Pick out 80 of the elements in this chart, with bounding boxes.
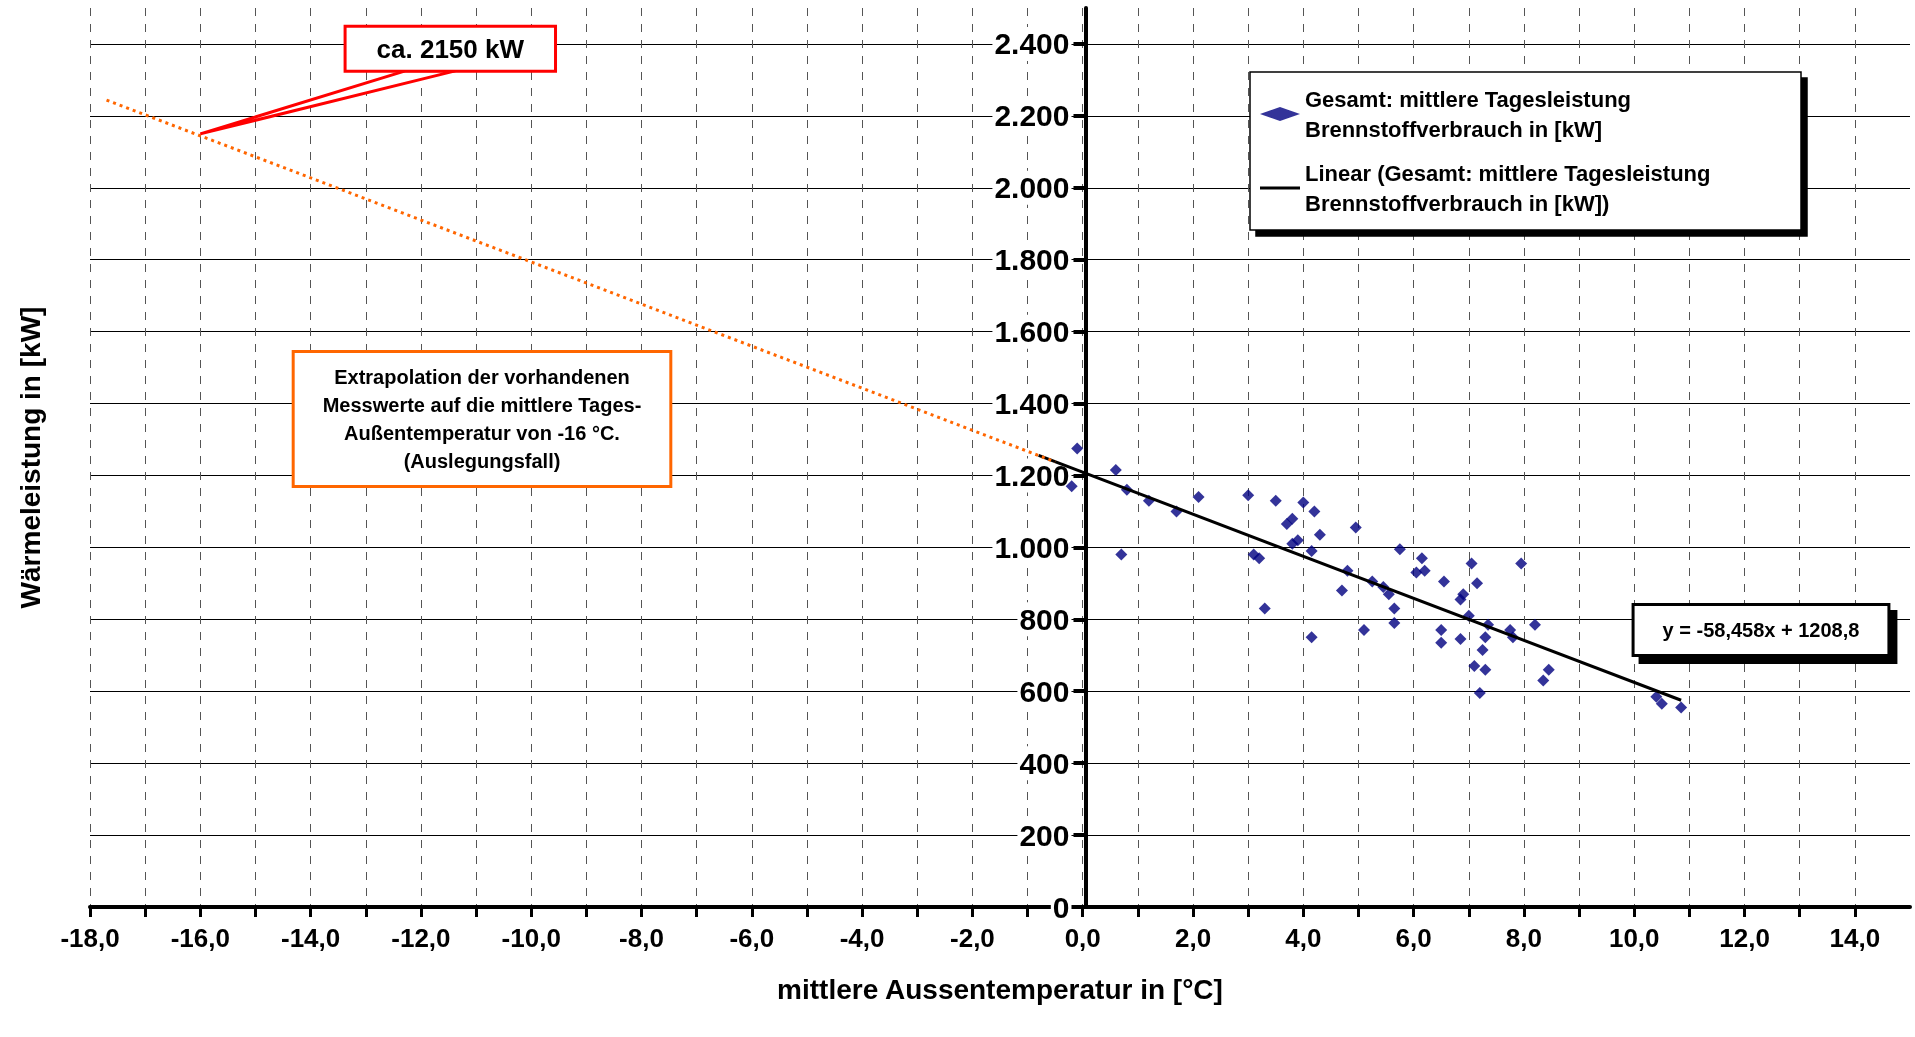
point (1415, 552, 1428, 565)
point (1675, 701, 1688, 714)
annotation: Extrapolation der vorhandenen Messwerte auf die mittlere Tages- Außentemperatur von -16 °C. (Auslegungsfall) (322, 366, 642, 472)
point (1286, 512, 1299, 525)
x-tick-label: 4,0 (1285, 923, 1322, 953)
x-tick-label: -12,0 (391, 923, 451, 953)
point (1418, 564, 1431, 577)
y-tick-label: 1.000 (994, 530, 1070, 564)
y-tick-label: 600 (1019, 674, 1070, 708)
point (1115, 548, 1128, 561)
annotation: ca. 2150 kW (376, 33, 525, 64)
point (1305, 545, 1318, 557)
y-tick-label: 0 (1052, 890, 1070, 924)
legend-label: Gesamt: mittlere Tagesleistung Brennstoffverbrauch in [kW] (1305, 86, 1638, 142)
point (1515, 557, 1528, 570)
point (1437, 575, 1450, 588)
x-tick-label: -16,0 (170, 923, 230, 953)
x-axis-title: mittlere Aussentemperatur in [°C] (777, 973, 1223, 1005)
point (1542, 663, 1555, 676)
x-tick-label: -2,0 (950, 923, 995, 953)
point (1258, 602, 1271, 615)
point (1388, 602, 1401, 615)
y-tick-label: 2.400 (994, 27, 1070, 61)
point (1291, 534, 1304, 547)
point (1192, 491, 1205, 504)
x-tick-label: 14,0 (1829, 923, 1881, 953)
annotation: y = -58,458x + 1208,8 (1662, 619, 1860, 641)
point (1655, 697, 1668, 710)
point (1269, 494, 1282, 507)
point (1253, 552, 1266, 565)
y-tick-label: 800 (1019, 602, 1070, 636)
point (1435, 636, 1448, 649)
x-tick-label: -4,0 (839, 923, 885, 953)
point (1335, 584, 1348, 597)
x-tick-label: -10,0 (501, 923, 561, 953)
point (1313, 528, 1326, 541)
x-tick-label: 8,0 (1505, 923, 1543, 953)
y-tick-label: 1.800 (994, 243, 1070, 277)
point (1388, 616, 1401, 629)
x-tick-label: -18,0 (60, 923, 120, 953)
point (1358, 624, 1370, 637)
x-tick-label: -8,0 (619, 923, 664, 953)
point (1471, 577, 1484, 590)
point (1473, 687, 1486, 700)
point (1305, 631, 1318, 644)
point (1479, 663, 1492, 676)
x-tick-label: 0,0 (1064, 923, 1101, 953)
point (1465, 557, 1478, 570)
point (1476, 643, 1489, 656)
y-tick-label: 1.400 (994, 387, 1070, 421)
point (1528, 618, 1541, 631)
y-axis-title: Wärmeleistung in [kW] (14, 306, 46, 609)
point (1297, 496, 1310, 509)
point (1479, 631, 1492, 644)
x-tick-label: 6,0 (1395, 923, 1432, 953)
y-tick-label: 200 (1019, 818, 1070, 852)
y-tick-label: 2.200 (994, 99, 1070, 133)
point (1393, 543, 1406, 556)
point (1242, 489, 1255, 502)
y-tick-label: 2.000 (994, 171, 1070, 205)
x-tick-label: -14,0 (280, 923, 341, 953)
point (1468, 660, 1481, 673)
point (1410, 566, 1423, 579)
point (1308, 505, 1321, 518)
x-tick-label: 10,0 (1608, 923, 1660, 953)
x-tick-label: 12,0 (1719, 923, 1770, 953)
y-tick-label: 1.600 (994, 315, 1070, 349)
point (1457, 588, 1470, 601)
point (1454, 633, 1467, 646)
y-tick-label: 400 (1019, 746, 1070, 780)
x-tick-label: 2,0 (1174, 923, 1212, 953)
point (1349, 521, 1362, 534)
point (1435, 624, 1448, 637)
point (1109, 464, 1122, 477)
x-tick-label: -6,0 (729, 923, 775, 953)
legend-label: Linear (Gesamt: mittlere Tagesleistung Brennstoffverbrauch in [kW]) (1305, 160, 1717, 216)
point (1537, 674, 1550, 687)
y-tick-label: 1.200 (994, 458, 1070, 492)
point (1071, 442, 1084, 455)
point (1280, 518, 1293, 531)
